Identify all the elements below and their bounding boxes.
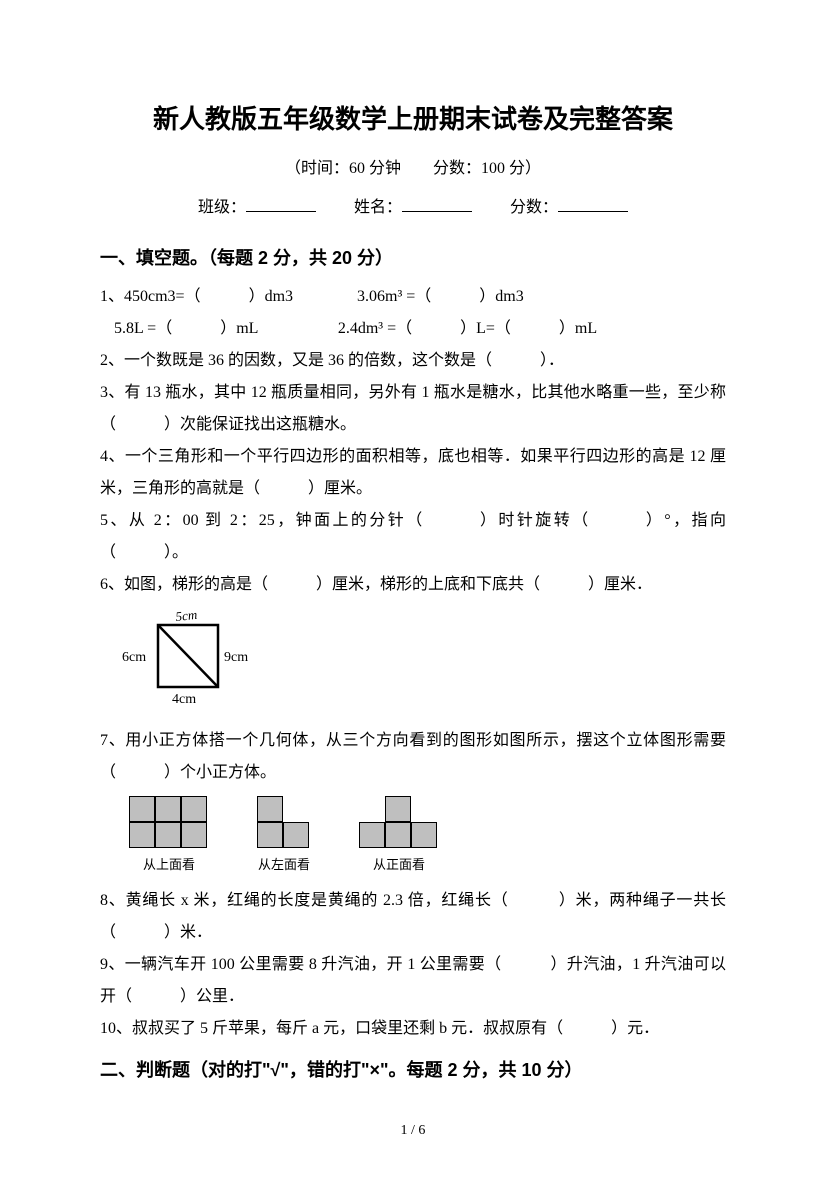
score-blank[interactable]	[558, 194, 628, 212]
grid-cell	[257, 822, 283, 848]
trap-top-label: 5cm	[175, 607, 198, 624]
student-info-line: 班级： 姓名： 分数：	[100, 193, 726, 223]
views-figure: 从上面看 从左面看 从正面看	[130, 797, 726, 878]
name-blank[interactable]	[402, 194, 472, 212]
exam-meta: （时间：60 分钟 分数：100 分）	[100, 154, 726, 184]
grid-cell	[360, 797, 386, 823]
question-6: 6、如图，梯形的高是（ ）厘米，梯形的上底和下底共（ ）厘米．	[100, 569, 726, 601]
question-1: 1、450cm3=（ ）dm3 3.06m³ =（ ）dm3 5.8L =（ ）…	[100, 281, 726, 345]
view-left: 从左面看	[258, 797, 310, 878]
question-3: 3、有 13 瓶水，其中 12 瓶质量相同，另外有 1 瓶水是糖水，比其他水略重…	[100, 377, 726, 441]
grid-cell	[283, 822, 309, 848]
view-top-grid	[130, 797, 208, 849]
grid-cell	[385, 796, 411, 822]
view-front-grid	[360, 797, 438, 849]
grid-cell	[412, 797, 438, 823]
class-label: 班级：	[198, 199, 246, 216]
view-left-label: 从左面看	[258, 853, 310, 878]
view-top-label: 从上面看	[130, 853, 208, 878]
score-label: 分数：	[510, 199, 558, 216]
grid-cell	[129, 822, 155, 848]
trapezoid-diagonal	[158, 625, 218, 687]
q1-line-a: 1、450cm3=（ ）dm3 3.06m³ =（ ）dm3	[100, 281, 726, 313]
trap-right-label: 9cm	[224, 650, 248, 665]
grid-cell	[359, 822, 385, 848]
question-7: 7、用小正方体搭一个几何体，从三个方向看到的图形如图所示，摆这个立体图形需要（ …	[100, 725, 726, 789]
question-10: 10、叔叔买了 5 斤苹果，每斤 a 元，口袋里还剩 b 元．叔叔原有（ ）元．	[100, 1013, 726, 1045]
grid-cell	[129, 796, 155, 822]
question-8: 8、黄绳长 x 米，红绳的长度是黄绳的 2.3 倍，红绳长（ ）米，两种绳子一共…	[100, 885, 726, 949]
grid-cell	[181, 822, 207, 848]
name-label: 姓名：	[354, 199, 402, 216]
page-title: 新人教版五年级数学上册期末试卷及完整答案	[100, 95, 726, 144]
grid-cell	[284, 797, 310, 823]
section-1-header: 一、填空题。（每题 2 分，共 20 分）	[100, 241, 726, 275]
class-blank[interactable]	[246, 194, 316, 212]
grid-cell	[155, 822, 181, 848]
view-left-grid	[258, 797, 310, 849]
grid-cell	[411, 822, 437, 848]
grid-cell	[257, 796, 283, 822]
view-top: 从上面看	[130, 797, 208, 878]
trap-left-label: 6cm	[122, 650, 146, 665]
question-2: 2、一个数既是 36 的因数，又是 36 的倍数，这个数是（ ）．	[100, 345, 726, 377]
trapezoid-figure: 5cm 6cm 9cm 4cm	[120, 607, 726, 718]
question-9: 9、一辆汽车开 100 公里需要 8 升汽油，开 1 公里需要（ ）升汽油，1 …	[100, 949, 726, 1013]
question-4: 4、一个三角形和一个平行四边形的面积相等，底也相等．如果平行四边形的高是 12 …	[100, 441, 726, 505]
grid-cell	[181, 796, 207, 822]
q1-line-b: 5.8L =（ ）mL 2.4dm³ =（ ）L=（ ）mL	[100, 313, 726, 345]
page-number: 1 / 6	[100, 1118, 726, 1145]
trap-bottom-label: 4cm	[172, 692, 196, 707]
grid-cell	[385, 822, 411, 848]
question-5: 5、从 2：00 到 2：25，钟面上的分针（ ）时针旋转（ ）°，指向（ ）。	[100, 505, 726, 569]
section-2-header: 二、判断题（对的打"√"，错的打"×"。每题 2 分，共 10 分）	[100, 1053, 726, 1087]
view-front: 从正面看	[360, 797, 438, 878]
grid-cell	[155, 796, 181, 822]
view-front-label: 从正面看	[360, 853, 438, 878]
